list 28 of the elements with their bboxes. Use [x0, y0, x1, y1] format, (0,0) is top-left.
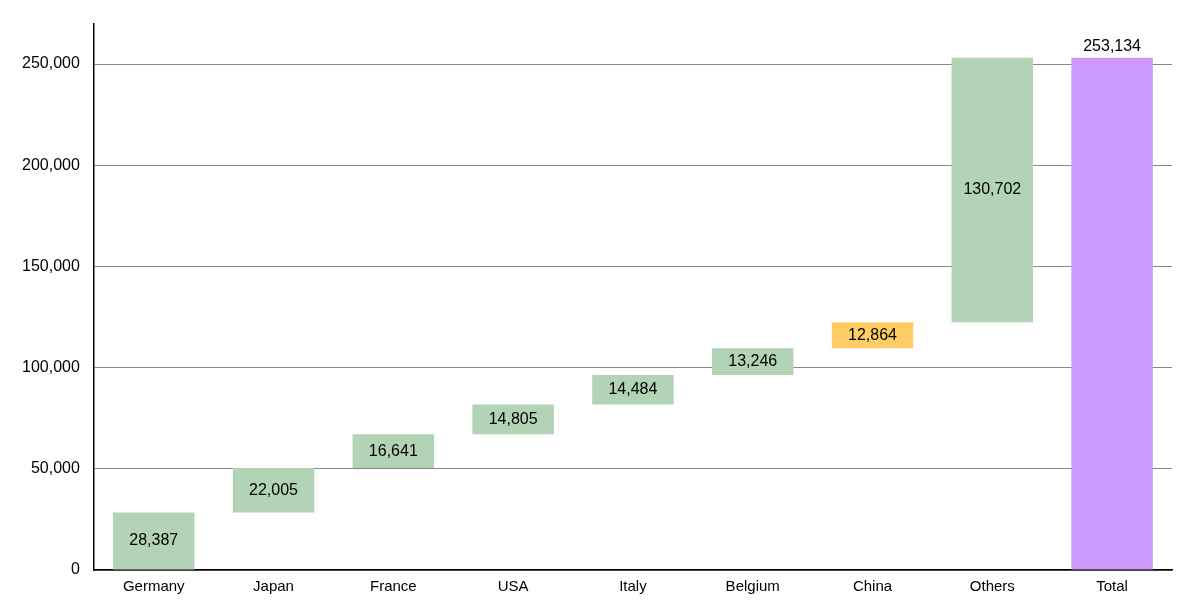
x-tick-label: Italy — [619, 577, 648, 595]
y-tick-label: 50,000 — [30, 459, 80, 477]
data-label: 22,005 — [249, 480, 299, 498]
data-label: 13,246 — [728, 352, 778, 370]
bar — [113, 512, 195, 570]
bar — [1071, 57, 1153, 570]
data-label: 253,134 — [1083, 37, 1142, 55]
data-label: 12,864 — [848, 325, 898, 343]
data-label: 14,805 — [488, 409, 538, 427]
data-label: 28,387 — [129, 531, 179, 549]
x-tick-label: Japan — [253, 577, 294, 595]
x-tick-label: China — [852, 577, 893, 595]
x-tick-label: Total — [1096, 577, 1128, 595]
x-tick-label: Belgium — [725, 577, 780, 595]
x-tick-label: USA — [497, 577, 529, 595]
bar — [232, 468, 315, 513]
x-tick-label: Germany — [122, 577, 186, 595]
bar — [951, 57, 1034, 323]
x-tick-label: France — [369, 577, 417, 595]
data-label: 16,641 — [368, 441, 418, 459]
y-tick-label: 250,000 — [21, 54, 80, 72]
y-tick-label: 200,000 — [21, 155, 80, 173]
data-label: 130,702 — [963, 180, 1022, 198]
y-tick-label: 100,000 — [21, 358, 80, 376]
y-tick-label: 0 — [70, 560, 80, 578]
data-label: 14,484 — [608, 380, 658, 398]
x-tick-label: Others — [969, 577, 1015, 595]
y-tick-label: 150,000 — [21, 256, 80, 274]
